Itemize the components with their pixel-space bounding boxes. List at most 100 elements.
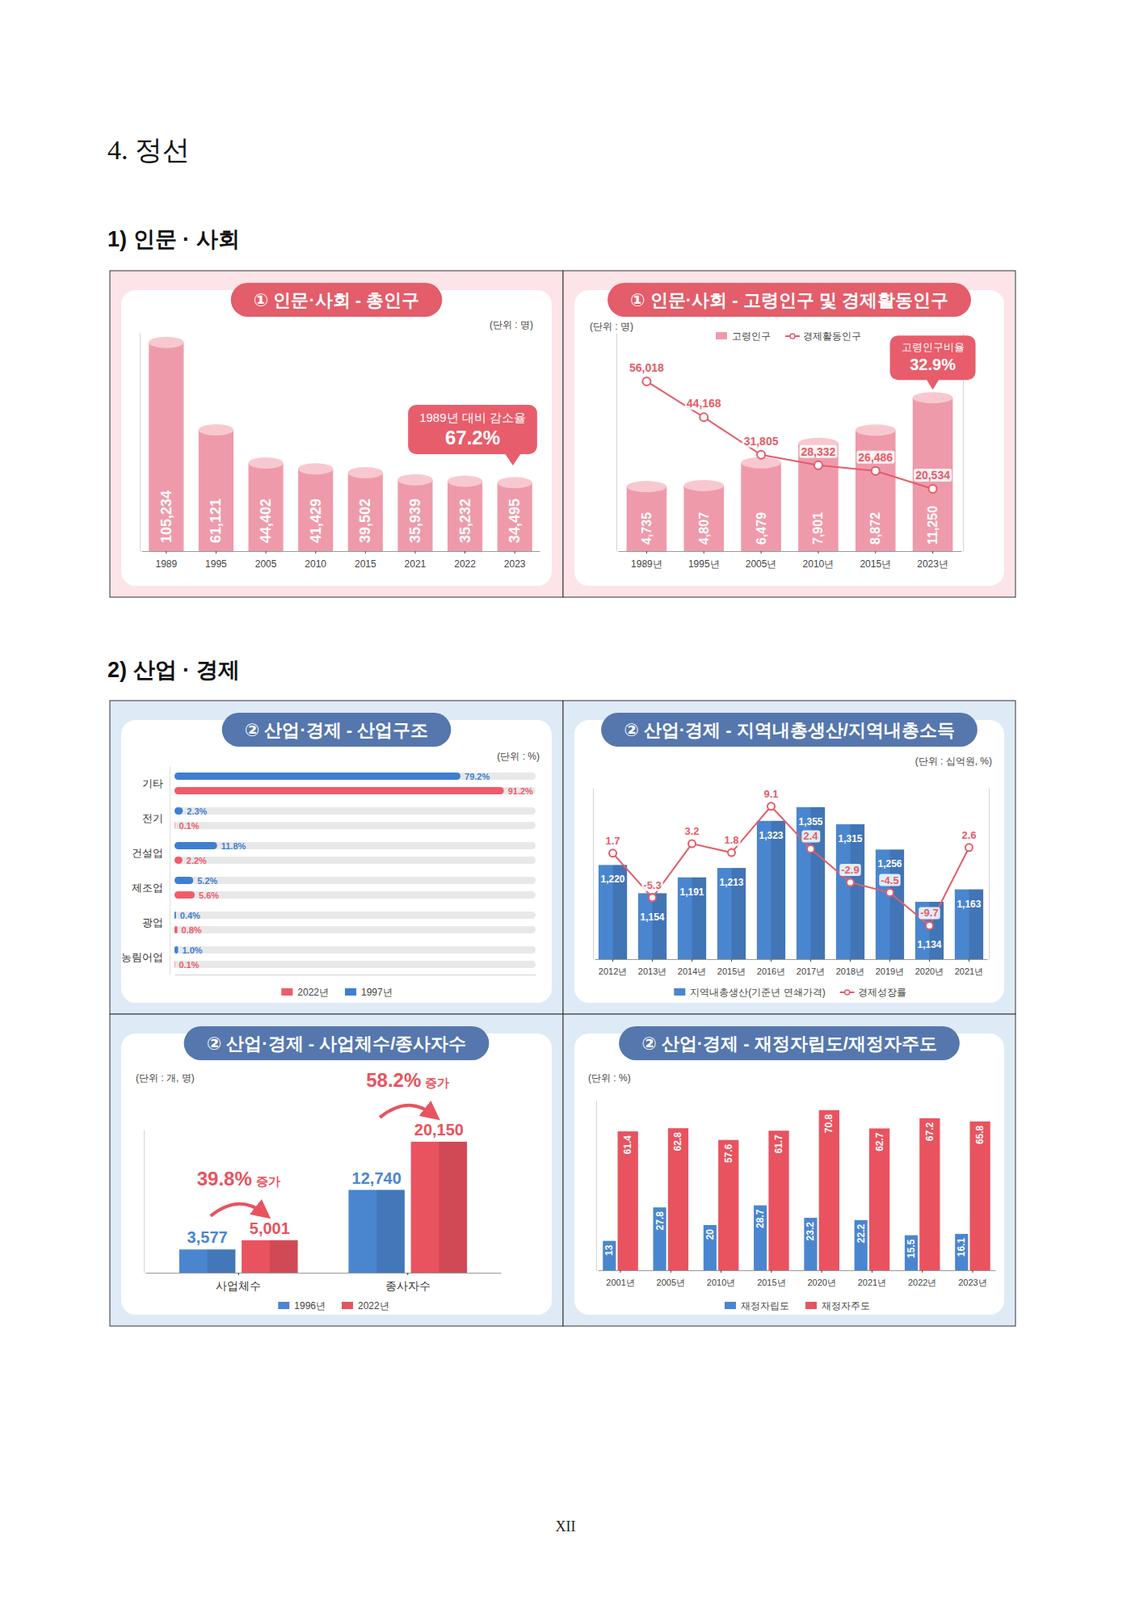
- tick: 1989년: [630, 550, 663, 570]
- point: [699, 412, 708, 421]
- marks: [602, 1109, 991, 1270]
- tick-mark: [670, 1269, 672, 1273]
- point: [756, 450, 766, 459]
- value-axis: [616, 333, 618, 552]
- panel: ① 인문·사회 - 총인구: [109, 270, 564, 598]
- data-label: 1,154: [640, 911, 665, 923]
- data-label: 67.2: [924, 1122, 936, 1142]
- axis-domain: [169, 766, 171, 976]
- bar: [638, 892, 667, 959]
- bar-cap: [397, 474, 433, 486]
- data-label: -5.3: [643, 878, 661, 892]
- point: [807, 845, 815, 853]
- label-patch: [913, 468, 952, 482]
- bar: [602, 1240, 616, 1270]
- annotation: 39.8%: [197, 1167, 253, 1190]
- legend-item: 경제성장률: [840, 986, 907, 998]
- point: [965, 843, 973, 851]
- legend-item: 지역내총생산(기준년 연쇄가격): [673, 986, 825, 998]
- panel: ② 산업·경제 - 사업체수/종사자수: [109, 1013, 564, 1326]
- tick: 2012년: [598, 958, 627, 976]
- tick-mark: [612, 958, 614, 962]
- tick-label: 2017년: [796, 966, 825, 976]
- data-label: 39,502: [357, 498, 374, 543]
- legend-item: 1996년: [277, 1299, 326, 1312]
- data-label: 8,872: [868, 512, 883, 545]
- tick: 2014년: [677, 958, 707, 976]
- label-patch: [801, 829, 820, 842]
- tick-mark: [414, 550, 416, 554]
- tick-mark: [849, 958, 851, 962]
- tick-mark: [761, 550, 762, 554]
- data-label: 9.1: [763, 787, 778, 800]
- panel: ② 산업·경제 - 지역내총생산/지역내총소득: [563, 700, 1016, 1014]
- bar-cap: [198, 424, 234, 436]
- data-label: 62.8: [672, 1131, 684, 1152]
- value-axis: [143, 1130, 145, 1274]
- point: [846, 878, 854, 886]
- tick-label: 2016년: [756, 966, 786, 976]
- tick-label: 2015: [354, 558, 377, 570]
- data-label: 1,323: [758, 829, 783, 841]
- marks: [174, 772, 536, 968]
- tick-mark: [770, 1269, 772, 1273]
- tick-label: 2005년: [745, 558, 778, 570]
- bar-track: [174, 786, 536, 795]
- data-label: 28.7: [754, 1208, 766, 1228]
- axis-domain: [618, 550, 963, 552]
- tick-label: 2023: [504, 558, 526, 570]
- callout: 1989년 대비 감소율67.2%: [407, 404, 538, 466]
- tick: 2010년: [706, 1269, 736, 1287]
- section-title: 2) 산업 · 경제: [107, 657, 240, 682]
- point: [642, 377, 651, 386]
- bar-shade: [438, 1141, 467, 1273]
- tick: 2010: [304, 550, 327, 570]
- data-labels: 3,57712,7405,00120,150: [187, 1120, 464, 1246]
- data-label: 16.1: [955, 1237, 968, 1258]
- legend-label: 경제성장률: [857, 986, 907, 998]
- tick-mark: [215, 550, 217, 554]
- category-axis: 19891995200520102015202120222023: [142, 550, 541, 570]
- tick-label: 2023년: [916, 558, 949, 570]
- tick: 2018년: [836, 958, 865, 976]
- legend-label: 지역내총생산(기준년 연쇄가격): [689, 986, 825, 998]
- bar: [618, 1131, 639, 1270]
- bar-cap: [912, 391, 954, 404]
- bar: [753, 1205, 767, 1270]
- unit: (단위 : %): [496, 750, 540, 762]
- panel-title: ① 인문·사회 - 고령인구 및 경제활동인구: [630, 290, 949, 311]
- panel-banner: [607, 282, 972, 317]
- axis-domain: [142, 550, 541, 552]
- unit: (단위 : %): [588, 1072, 631, 1084]
- data-labels: 4,7354,8076,4797,9018,87211,25056,01844,…: [627, 361, 952, 545]
- data-label: 1,191: [680, 886, 705, 898]
- data-label: 0.8%: [181, 924, 202, 935]
- annotation: 증가: [424, 1075, 450, 1089]
- legend-label: 1996년: [294, 1299, 326, 1312]
- tick-mark: [646, 550, 648, 554]
- tick: 제조업: [131, 881, 170, 894]
- bar: [174, 841, 218, 850]
- category-axis: 사업체수종사자수: [146, 1272, 502, 1292]
- tick-mark: [968, 958, 970, 962]
- tick-mark: [871, 1269, 873, 1273]
- axis-domain: [146, 1272, 502, 1274]
- data-label: 15.5: [905, 1238, 917, 1258]
- bar: [174, 876, 194, 884]
- value-axis: [988, 788, 990, 960]
- tick-label: 2021년: [857, 1277, 887, 1287]
- tick: 1995: [205, 550, 228, 570]
- legend-swatch: [845, 989, 850, 995]
- bar-cap: [683, 479, 724, 492]
- bar-cap: [497, 476, 533, 488]
- data-labels: 1,2201,1541,1911,2131,3231,3551,3151,256…: [601, 787, 982, 951]
- data-label: 62.7: [874, 1131, 886, 1152]
- bar-track: [174, 891, 536, 899]
- annotation: 67.2%: [445, 426, 501, 449]
- annotations: 39.8%증가58.2%증가: [197, 1068, 450, 1216]
- point: [648, 893, 656, 901]
- tick-mark: [238, 1272, 240, 1275]
- legend-swatch: [341, 1301, 354, 1309]
- bar: [174, 772, 461, 780]
- tick: 건설업: [131, 846, 170, 859]
